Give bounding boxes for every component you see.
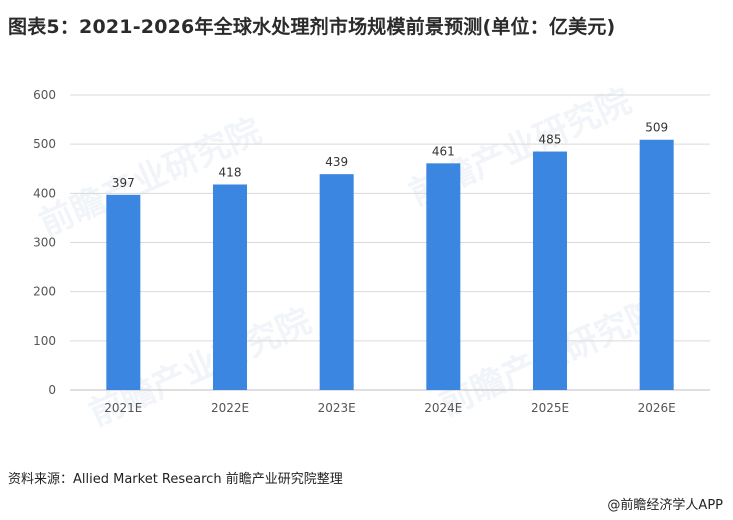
- x-tick-label: 2025E: [531, 401, 569, 415]
- bar: [319, 174, 354, 390]
- x-tick-label: 2024E: [424, 401, 462, 415]
- y-tick-label: 200: [33, 285, 56, 299]
- bar: [213, 184, 247, 390]
- chart-title: 图表5：2021-2026年全球水处理剂市场规模前景预测(单位：亿美元): [8, 16, 616, 38]
- brand-label: @前瞻经济学人APP: [607, 498, 723, 513]
- bar: [106, 194, 141, 390]
- x-tick-label: 2023E: [318, 401, 356, 415]
- y-tick-label: 0: [48, 383, 56, 397]
- y-tick-label: 500: [33, 137, 56, 151]
- data-label: 418: [219, 165, 242, 179]
- source-note: 资料来源：Allied Market Research 前瞻产业研究院整理: [8, 472, 343, 487]
- y-tick-label: 400: [33, 186, 56, 200]
- data-label: 461: [432, 144, 455, 158]
- y-tick-label: 100: [33, 334, 56, 348]
- y-tick-label: 300: [33, 236, 56, 250]
- x-tick-label: 2026E: [638, 401, 676, 415]
- x-tick-label: 2021E: [104, 401, 142, 415]
- x-tick-label: 2022E: [211, 401, 249, 415]
- bar: [533, 151, 567, 390]
- data-label: 509: [645, 121, 668, 135]
- bar: [426, 163, 461, 390]
- bar: [639, 139, 674, 390]
- data-label: 439: [325, 155, 348, 169]
- bar-chart: 0 100 200 300 400 500 600 397 2021E 418 2022E 439 20…: [33, 88, 710, 415]
- y-tick-label: 600: [33, 88, 56, 102]
- data-label: 397: [112, 176, 135, 190]
- data-label: 485: [539, 133, 562, 147]
